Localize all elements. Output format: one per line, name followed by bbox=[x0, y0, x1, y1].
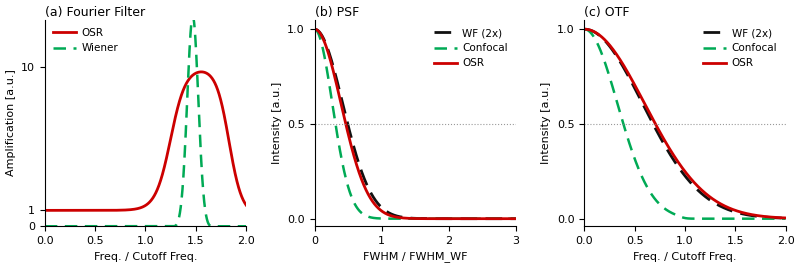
Confocal bbox=[666, 211, 675, 214]
Line: Wiener: Wiener bbox=[45, 17, 246, 226]
Confocal bbox=[579, 28, 589, 31]
Line: Confocal: Confocal bbox=[314, 29, 516, 219]
OSR bbox=[242, 203, 251, 207]
WF (2x) bbox=[394, 215, 404, 218]
OSR bbox=[225, 145, 234, 148]
X-axis label: Freq. / Cutoff Freq.: Freq. / Cutoff Freq. bbox=[633, 252, 737, 262]
OSR bbox=[235, 190, 245, 193]
WF (2x) bbox=[664, 151, 674, 154]
OSR bbox=[505, 217, 514, 220]
WF (2x) bbox=[726, 209, 735, 212]
Text: (b) PSF: (b) PSF bbox=[314, 6, 359, 18]
Legend: WF (2x), Confocal, OSR: WF (2x), Confocal, OSR bbox=[700, 25, 780, 72]
Line: OSR: OSR bbox=[45, 72, 246, 210]
Wiener bbox=[242, 225, 251, 228]
WF (2x) bbox=[666, 153, 675, 157]
Text: (a) Fourier Filter: (a) Fourier Filter bbox=[45, 6, 145, 18]
OSR bbox=[781, 216, 790, 219]
Wiener bbox=[186, 25, 196, 28]
OSR bbox=[126, 208, 136, 211]
OSR bbox=[774, 216, 784, 219]
Wiener bbox=[225, 225, 234, 228]
WF (2x) bbox=[456, 217, 466, 220]
Confocal bbox=[456, 217, 466, 220]
Wiener bbox=[40, 225, 50, 228]
Confocal bbox=[675, 215, 685, 218]
WF (2x) bbox=[774, 216, 784, 219]
Line: WF (2x): WF (2x) bbox=[584, 29, 786, 218]
WF (2x) bbox=[579, 28, 589, 31]
OSR bbox=[186, 75, 196, 78]
Confocal bbox=[406, 217, 415, 220]
Wiener bbox=[136, 225, 146, 228]
WF (2x) bbox=[495, 217, 505, 220]
X-axis label: Freq. / Cutoff Freq.: Freq. / Cutoff Freq. bbox=[94, 252, 198, 262]
OSR bbox=[579, 28, 589, 31]
Line: OSR: OSR bbox=[314, 29, 516, 219]
OSR bbox=[310, 28, 319, 31]
OSR bbox=[394, 216, 404, 219]
WF (2x) bbox=[781, 217, 790, 220]
X-axis label: FWHM / FWHM_WF: FWHM / FWHM_WF bbox=[363, 252, 467, 262]
OSR bbox=[125, 208, 134, 211]
OSR bbox=[456, 217, 466, 220]
WF (2x) bbox=[675, 168, 685, 171]
OSR bbox=[726, 207, 735, 210]
Confocal bbox=[310, 28, 319, 31]
OSR bbox=[765, 215, 774, 219]
OSR bbox=[136, 206, 146, 209]
Wiener bbox=[188, 15, 198, 18]
Confocal bbox=[394, 217, 404, 220]
Confocal bbox=[505, 217, 514, 220]
Confocal bbox=[495, 217, 505, 220]
Line: WF (2x): WF (2x) bbox=[314, 29, 516, 219]
WF (2x) bbox=[310, 28, 319, 31]
OSR bbox=[197, 70, 206, 73]
Confocal bbox=[774, 217, 784, 220]
WF (2x) bbox=[765, 216, 774, 219]
Y-axis label: Intensity [a.u.]: Intensity [a.u.] bbox=[272, 82, 282, 164]
WF (2x) bbox=[396, 215, 406, 218]
OSR bbox=[664, 146, 674, 149]
OSR bbox=[396, 216, 406, 219]
WF (2x) bbox=[406, 217, 415, 220]
Confocal bbox=[664, 210, 674, 213]
Confocal bbox=[765, 217, 774, 220]
OSR bbox=[406, 217, 415, 220]
Confocal bbox=[396, 217, 406, 220]
Legend: WF (2x), Confocal, OSR: WF (2x), Confocal, OSR bbox=[430, 25, 510, 72]
Text: (c) OTF: (c) OTF bbox=[584, 6, 630, 18]
Y-axis label: Intensity [a.u.]: Intensity [a.u.] bbox=[542, 82, 551, 164]
Confocal bbox=[726, 217, 735, 220]
WF (2x) bbox=[505, 217, 514, 220]
Y-axis label: Amplification [a.u.]: Amplification [a.u.] bbox=[6, 70, 15, 176]
OSR bbox=[40, 209, 50, 212]
Wiener bbox=[125, 225, 134, 228]
Line: Confocal: Confocal bbox=[584, 29, 786, 219]
Legend: OSR, Wiener: OSR, Wiener bbox=[50, 25, 121, 56]
OSR bbox=[675, 163, 685, 166]
Wiener bbox=[126, 225, 136, 228]
WF (2x) bbox=[511, 217, 521, 220]
Confocal bbox=[511, 217, 521, 220]
OSR bbox=[666, 149, 675, 152]
Confocal bbox=[781, 217, 790, 220]
Wiener bbox=[235, 225, 245, 228]
OSR bbox=[495, 217, 505, 220]
OSR bbox=[511, 217, 521, 220]
Line: OSR: OSR bbox=[584, 29, 786, 218]
